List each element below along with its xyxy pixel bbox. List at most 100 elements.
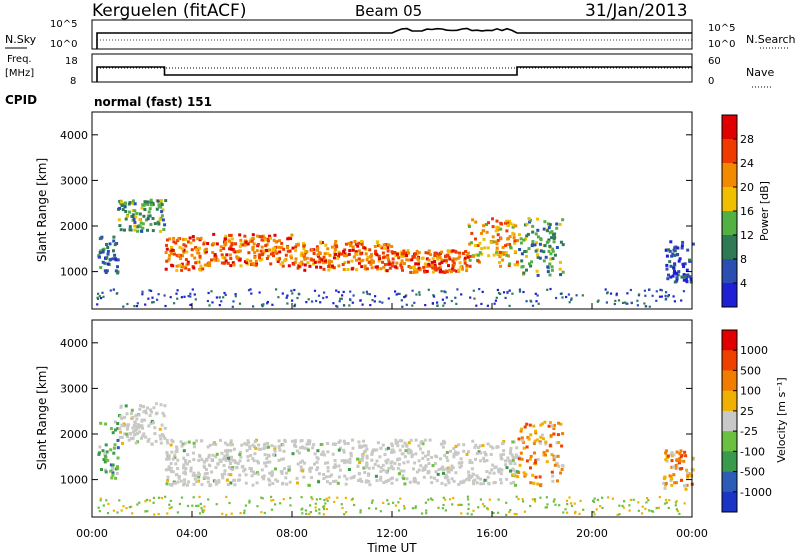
data-cell	[108, 242, 112, 246]
scatter-cell	[509, 509, 512, 512]
data-cell	[425, 269, 429, 273]
data-cell	[519, 429, 523, 433]
data-cell	[444, 467, 448, 471]
scatter-cell	[456, 288, 459, 291]
data-cell	[134, 441, 138, 445]
data-cell	[496, 238, 500, 242]
data-cell	[356, 464, 360, 468]
data-cell	[239, 264, 243, 268]
data-cell	[233, 483, 237, 487]
data-cell	[474, 253, 478, 257]
data-cell	[151, 217, 155, 220]
data-cell	[375, 448, 379, 452]
scatter-cell	[615, 292, 618, 295]
data-cell	[168, 253, 172, 257]
data-cell	[407, 258, 411, 262]
data-cell	[520, 265, 524, 269]
scatter-cell	[180, 296, 183, 299]
data-cell	[138, 225, 142, 229]
data-cell	[199, 264, 203, 268]
data-cell	[490, 468, 494, 472]
data-cell	[445, 451, 449, 454]
data-cell	[287, 249, 291, 253]
data-cell	[337, 475, 341, 479]
data-cell	[215, 242, 219, 246]
scatter-cell	[411, 304, 414, 307]
data-cell	[163, 426, 167, 430]
data-cell	[523, 425, 527, 429]
data-cell	[194, 261, 198, 265]
data-cell	[238, 450, 242, 454]
data-cell	[509, 469, 512, 473]
scatter-cell	[341, 294, 344, 297]
data-cell	[319, 443, 323, 446]
data-cell	[491, 463, 495, 467]
scatter-cell	[386, 499, 389, 502]
scatter-cell	[504, 296, 507, 299]
data-cell	[474, 443, 478, 447]
data-cell	[176, 237, 180, 241]
cpid-label: CPID	[5, 93, 37, 107]
scatter-cell	[183, 295, 186, 298]
scatter-cell	[566, 503, 569, 506]
data-cell	[350, 259, 354, 263]
data-cell	[194, 246, 198, 250]
data-cell	[474, 457, 477, 461]
data-cell	[127, 438, 131, 442]
data-cell	[335, 245, 339, 249]
data-cell	[357, 249, 361, 253]
scatter-cell	[421, 512, 424, 515]
scatter-cell	[460, 293, 463, 296]
scatter-cell	[559, 292, 562, 295]
data-cell	[170, 450, 174, 454]
data-cell	[664, 248, 668, 252]
data-cell	[131, 213, 135, 217]
data-cell	[225, 443, 229, 447]
data-cell	[179, 253, 182, 257]
data-cell	[240, 443, 244, 447]
data-cell	[291, 452, 295, 456]
data-cell	[398, 457, 402, 461]
data-cell	[111, 431, 115, 435]
data-cell	[388, 262, 392, 266]
scatter-cell	[176, 511, 179, 514]
data-cell	[529, 481, 533, 485]
data-cell	[336, 256, 340, 260]
data-cell	[539, 435, 543, 439]
data-cell	[238, 249, 242, 253]
data-cell	[365, 461, 369, 465]
data-cell	[313, 462, 316, 466]
data-cell	[265, 460, 269, 464]
data-cell	[128, 210, 131, 214]
data-cell	[183, 459, 187, 462]
scatter-cell	[112, 509, 115, 512]
data-cell	[555, 461, 559, 465]
scatter-cell	[230, 512, 233, 515]
scatter-cell	[207, 498, 210, 501]
data-cell	[508, 262, 512, 266]
colorbar-segment	[722, 370, 737, 391]
data-cell	[206, 476, 210, 480]
data-cell	[677, 270, 681, 274]
data-cell	[451, 259, 455, 263]
scatter-cell	[131, 512, 134, 515]
data-cell	[119, 415, 123, 419]
data-cell	[179, 440, 183, 444]
scatter-cell	[664, 298, 667, 301]
data-cell	[279, 470, 283, 474]
scatter-cell	[191, 288, 194, 291]
data-cell	[313, 260, 317, 264]
data-cell	[389, 461, 393, 465]
data-cell	[200, 483, 204, 487]
data-cell	[529, 264, 533, 268]
data-cell	[496, 228, 500, 232]
power-frame	[91, 111, 693, 310]
data-cell	[412, 255, 416, 259]
data-cell	[534, 461, 537, 465]
scatter-cell	[207, 291, 210, 295]
data-cell	[539, 484, 542, 488]
data-cell	[214, 479, 218, 483]
data-cell	[281, 264, 285, 268]
data-cell	[553, 235, 557, 239]
data-cell	[400, 259, 404, 263]
